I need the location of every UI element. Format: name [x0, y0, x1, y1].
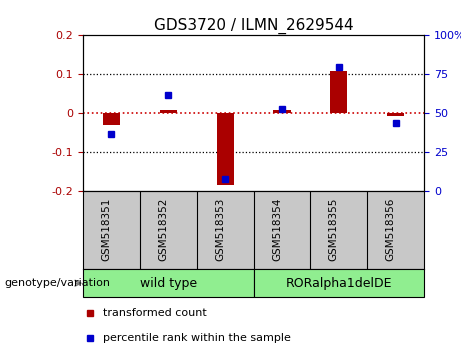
- Text: genotype/variation: genotype/variation: [5, 278, 111, 288]
- Bar: [103, 113, 120, 125]
- Text: RORalpha1delDE: RORalpha1delDE: [285, 277, 392, 290]
- Text: GSM518353: GSM518353: [215, 198, 225, 261]
- Text: wild type: wild type: [140, 277, 197, 290]
- Text: GSM518354: GSM518354: [272, 198, 282, 261]
- Bar: [273, 110, 290, 113]
- Bar: [330, 71, 347, 113]
- Bar: [217, 113, 234, 185]
- Text: GSM518356: GSM518356: [386, 198, 396, 261]
- FancyBboxPatch shape: [254, 269, 424, 297]
- FancyBboxPatch shape: [83, 269, 254, 297]
- Text: transformed count: transformed count: [103, 308, 207, 318]
- Title: GDS3720 / ILMN_2629544: GDS3720 / ILMN_2629544: [154, 18, 354, 34]
- Text: GSM518355: GSM518355: [329, 198, 339, 261]
- Text: percentile rank within the sample: percentile rank within the sample: [103, 333, 291, 343]
- Text: GSM518352: GSM518352: [158, 198, 168, 261]
- Bar: [160, 110, 177, 113]
- Text: GSM518351: GSM518351: [101, 198, 112, 261]
- Bar: [387, 113, 404, 116]
